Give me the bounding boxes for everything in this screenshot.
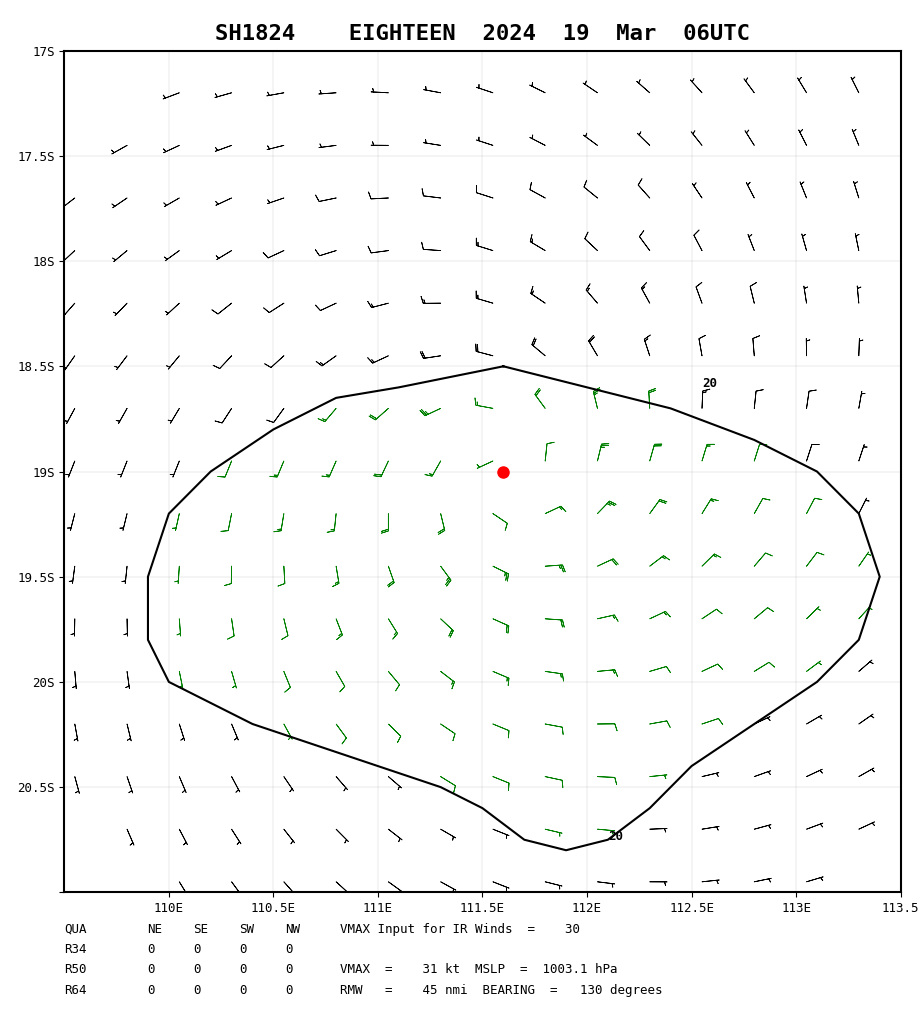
Text: 0: 0 <box>193 963 200 976</box>
Text: R34: R34 <box>64 943 86 956</box>
Text: VMAX Input for IR Winds  =    30: VMAX Input for IR Winds = 30 <box>340 923 580 936</box>
Text: NW: NW <box>285 923 300 936</box>
Text: 0: 0 <box>147 943 154 956</box>
Text: SW: SW <box>239 923 254 936</box>
Text: 0: 0 <box>285 943 292 956</box>
Text: 0: 0 <box>147 963 154 976</box>
Text: 0: 0 <box>193 943 200 956</box>
Text: 0: 0 <box>239 943 246 956</box>
Text: QUA: QUA <box>64 923 86 936</box>
Text: VMAX  =    31 kt  MSLP  =  1003.1 hPa: VMAX = 31 kt MSLP = 1003.1 hPa <box>340 963 618 976</box>
Text: 0: 0 <box>147 984 154 997</box>
Text: SE: SE <box>193 923 208 936</box>
Text: 0: 0 <box>285 984 292 997</box>
Text: NE: NE <box>147 923 162 936</box>
Text: R64: R64 <box>64 984 86 997</box>
Title: SH1824    EIGHTEEN  2024  19  Mar  06UTC: SH1824 EIGHTEEN 2024 19 Mar 06UTC <box>215 23 750 44</box>
Text: 20: 20 <box>702 377 717 390</box>
Text: 0: 0 <box>285 963 292 976</box>
Text: 0: 0 <box>239 984 246 997</box>
Text: 20: 20 <box>608 829 623 843</box>
Text: RMW   =    45 nmi  BEARING  =   130 degrees: RMW = 45 nmi BEARING = 130 degrees <box>340 984 663 997</box>
Text: 0: 0 <box>239 963 246 976</box>
Text: 0: 0 <box>193 984 200 997</box>
Text: R50: R50 <box>64 963 86 976</box>
